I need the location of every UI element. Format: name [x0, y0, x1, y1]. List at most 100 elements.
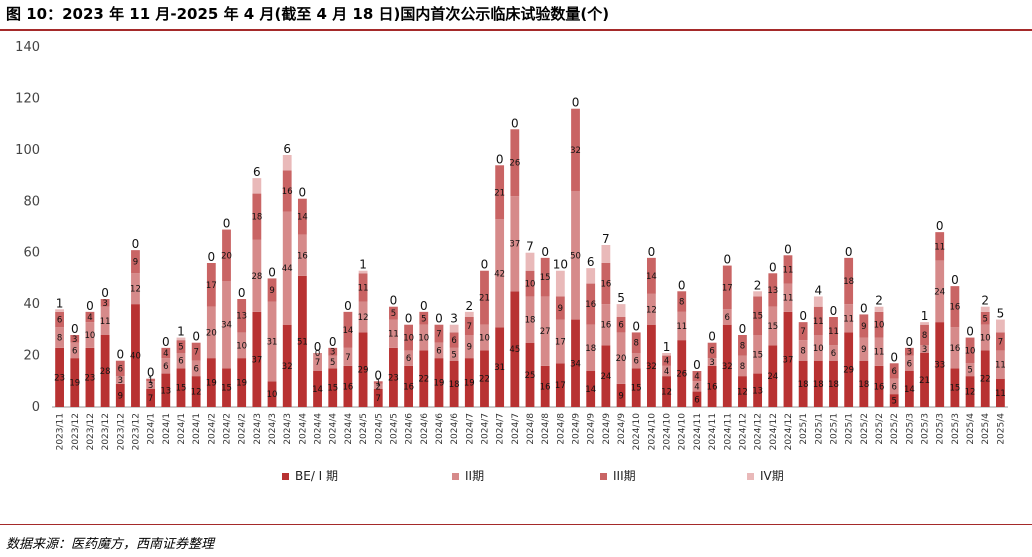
bar-segment [419, 311, 429, 325]
bar-segment [510, 196, 520, 292]
bar-segment [540, 365, 550, 407]
bar-segment [768, 306, 778, 346]
data-label: 7 [315, 358, 320, 368]
data-label: 0 [420, 299, 428, 313]
data-label: 18 [585, 344, 596, 354]
data-label: 0 [299, 186, 307, 200]
data-label: 14 [342, 326, 353, 336]
bar-stack: 51 16 14 0 [297, 186, 308, 407]
bar-segment [115, 360, 125, 377]
data-label: 11 [934, 242, 945, 252]
x-tick-label: 2024/12 [754, 413, 764, 450]
data-label: 16 [600, 321, 611, 331]
bar-segment [191, 376, 201, 407]
bar-stack: 22 10 21 0 [479, 258, 490, 407]
data-label: 18 [813, 380, 824, 390]
data-label: 3 [102, 299, 107, 309]
data-label: 0 [435, 312, 443, 326]
x-tick-label: 2024/7 [511, 413, 521, 445]
bar-segment [206, 358, 216, 407]
data-label: 26 [676, 370, 687, 380]
x-tick-label: 2024/5 [359, 413, 369, 445]
bar-segment [206, 306, 216, 359]
data-label: 11 [995, 389, 1006, 399]
bar-segment [692, 391, 702, 407]
data-label: 24 [767, 372, 778, 382]
bar-segment [297, 234, 307, 276]
data-label: 0 [101, 286, 109, 300]
data-label: 4 [814, 283, 822, 297]
data-label: 6 [72, 346, 77, 356]
bar-segment [996, 332, 1005, 351]
data-label: 0 [632, 319, 640, 333]
bar-segment [115, 376, 125, 384]
data-label: 5 [391, 309, 396, 319]
data-label: 5 [451, 350, 456, 360]
data-label: 16 [282, 187, 293, 197]
data-label: 6 [253, 165, 261, 179]
bar-stack: 12 44 1 [661, 340, 672, 407]
bar-segment [965, 376, 975, 407]
x-tick-label: 2025/4 [966, 413, 976, 445]
bar-segment [267, 278, 277, 302]
bar-segment [904, 355, 914, 371]
bar-segment [571, 108, 580, 191]
bar-stack: 15 530 [327, 335, 338, 407]
bar-segment [146, 378, 156, 382]
bar-segment [616, 383, 626, 407]
bar-stack: 7 210 [373, 368, 383, 407]
bar-segment [434, 358, 444, 407]
bar-segment [252, 239, 262, 312]
bar-segment [297, 198, 307, 235]
bar-segment [525, 270, 535, 297]
data-label: 1 [921, 309, 929, 323]
bar-segment [252, 193, 262, 240]
bar-stack: 12 5 10 0 [965, 325, 975, 407]
x-tick-label: 2024/10 [632, 413, 642, 451]
data-label: 40 [130, 352, 141, 362]
legend-label: IV期 [760, 469, 784, 483]
bar-segment [904, 347, 914, 356]
bar-stack: 15 6 8 0 [631, 319, 642, 407]
data-label: 6 [57, 316, 62, 326]
data-label: 0 [147, 366, 155, 380]
bar-stack: 15 34 20 0 [221, 217, 232, 407]
data-label: 19 [69, 379, 80, 389]
bar-segment [419, 324, 429, 351]
x-tick-label: 2024/8 [556, 413, 566, 445]
bar-stack: 31 42 21 0 [494, 152, 505, 407]
bar-stack: 17 17 9 10 [553, 258, 568, 407]
bar-stack: 22 10 50 [418, 299, 429, 407]
data-label: 7 [467, 322, 472, 332]
data-label: 6 [451, 336, 456, 346]
data-label: 28 [100, 367, 111, 377]
data-label: 7 [148, 394, 153, 404]
data-label: 21 [494, 188, 505, 198]
legend-swatch [282, 473, 289, 480]
bar-segment [237, 358, 247, 407]
bar-stack: 12 8 8 0 [737, 322, 748, 407]
data-label: 8 [740, 362, 745, 372]
data-label: 8 [679, 298, 684, 308]
data-label: 7 [800, 327, 805, 337]
bar-stack: 13 15 15 2 [752, 278, 763, 407]
bar-segment [282, 211, 292, 325]
x-tick-label: 2024/4 [329, 413, 339, 445]
bar-segment [373, 389, 383, 407]
data-label: 32 [722, 362, 733, 372]
bar-segment [586, 268, 596, 284]
bar-segment [738, 335, 747, 356]
data-label: 15 [752, 312, 763, 322]
data-label: 4 [694, 382, 699, 392]
data-label: 0 [344, 299, 352, 313]
bar-stack: 33 24 11 0 [934, 219, 945, 407]
data-label: 13 [236, 312, 247, 322]
bar-segment [495, 165, 505, 220]
bar-segment [495, 327, 505, 407]
data-label: 19 [464, 379, 475, 389]
data-label: 21 [919, 376, 930, 386]
bar-segment [677, 291, 687, 312]
bar-stack: 45 37 26 0 [509, 116, 520, 407]
data-label: 0 [860, 301, 868, 315]
